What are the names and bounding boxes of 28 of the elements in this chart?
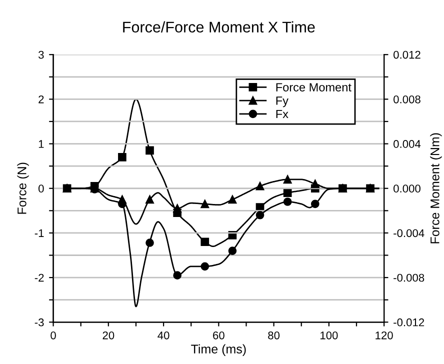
y2-tick-label: 0.008 <box>394 95 420 104</box>
y2-tick-label: 0.004 <box>394 140 421 148</box>
legend-label: Fx <box>276 110 288 118</box>
x-tick-label: 40 <box>158 331 170 340</box>
x-tick-label: 100 <box>320 331 338 340</box>
x-tick-label: 60 <box>213 331 224 340</box>
x-tick-label: 120 <box>376 331 393 340</box>
y-tick-label: 0 <box>38 184 44 193</box>
x-tick-label: 0 <box>50 331 56 340</box>
x-axis-title: Time (ms) <box>191 344 246 356</box>
y2-tick-label: -0.008 <box>394 274 424 282</box>
y-tick-label: -3 <box>34 318 44 326</box>
y2-tick-label: 0.000 <box>394 184 420 193</box>
y2-tick-label: -0.012 <box>394 318 424 326</box>
y-axis-title: Force (N) <box>17 162 29 214</box>
y-tick-label: 1 <box>38 140 44 148</box>
y-tick-label: 3 <box>38 50 44 59</box>
x-tick-label: 20 <box>102 331 114 340</box>
x-tick-label: 80 <box>268 331 280 340</box>
y-tick-label: 2 <box>38 95 44 104</box>
y2-tick-label: -0.004 <box>394 229 424 238</box>
y-tick-label: -2 <box>34 274 44 282</box>
y2-axis-title: Force Moment (Nm) <box>430 133 442 244</box>
y2-tick-label: 0.012 <box>394 50 420 59</box>
y-tick-label: -1 <box>34 229 44 237</box>
legend-label: Force Moment <box>276 83 352 92</box>
legend-label: Fy <box>276 96 288 108</box>
chart-title: Force/Force Moment X Time <box>123 21 315 33</box>
